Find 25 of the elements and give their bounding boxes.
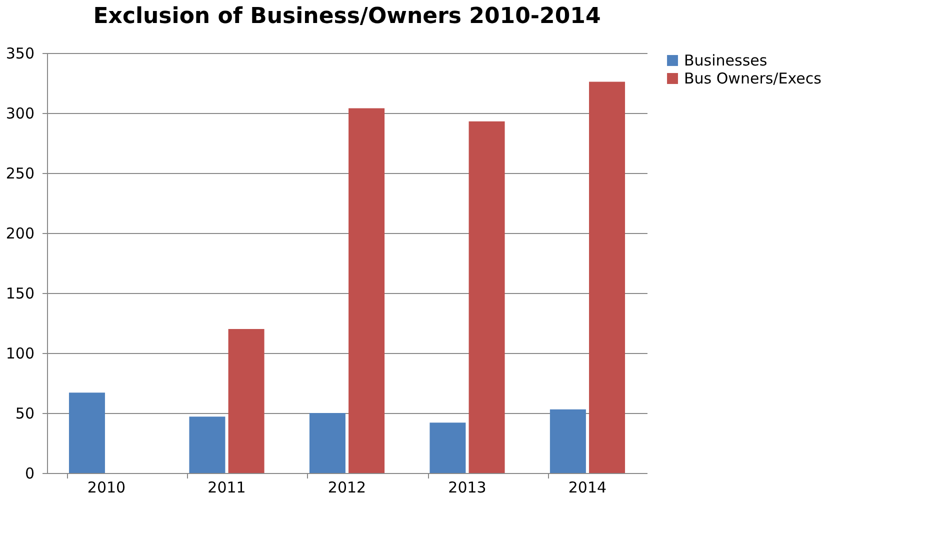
y-tick-label: 0 xyxy=(24,464,34,482)
y-tick-label: 200 xyxy=(6,224,34,242)
bar xyxy=(550,409,586,473)
legend-label: Businesses xyxy=(684,52,768,70)
chart-title: Exclusion of Business/Owners 2010-2014 xyxy=(93,4,601,29)
x-tick-label: 2010 xyxy=(87,478,126,496)
bar xyxy=(430,422,466,473)
y-tick-label: 250 xyxy=(6,164,34,182)
x-tick-label: 2014 xyxy=(568,478,607,496)
bar xyxy=(348,108,385,473)
bar xyxy=(68,392,105,473)
x-tick-label: 2011 xyxy=(208,478,246,496)
bar xyxy=(468,121,505,473)
bar xyxy=(228,329,264,473)
x-tick-label: 2013 xyxy=(448,478,486,496)
y-tick-label: 150 xyxy=(6,284,34,302)
bar xyxy=(189,416,226,473)
bar xyxy=(589,82,626,473)
y-tick-label: 350 xyxy=(6,44,34,62)
y-tick-label: 50 xyxy=(15,404,34,422)
bar xyxy=(309,413,346,473)
legend-label: Bus Owners/Execs xyxy=(684,70,822,88)
y-tick-label: 300 xyxy=(6,104,34,122)
y-tick-label: 100 xyxy=(6,344,34,362)
x-tick-label: 2012 xyxy=(328,478,366,496)
